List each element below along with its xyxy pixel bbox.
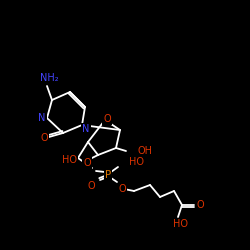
Text: HO: HO — [129, 157, 144, 167]
Text: O: O — [83, 158, 91, 168]
Text: O: O — [87, 181, 95, 191]
Text: HO: HO — [174, 219, 188, 229]
Text: O: O — [118, 184, 126, 194]
Text: P: P — [105, 170, 111, 180]
Text: HO: HO — [62, 155, 77, 165]
Text: O: O — [103, 114, 111, 124]
Text: N: N — [38, 113, 46, 123]
Text: O: O — [40, 133, 48, 143]
Text: NH₂: NH₂ — [40, 73, 58, 83]
Text: O: O — [196, 200, 204, 210]
Text: OH: OH — [137, 146, 152, 156]
Text: N: N — [82, 124, 90, 134]
